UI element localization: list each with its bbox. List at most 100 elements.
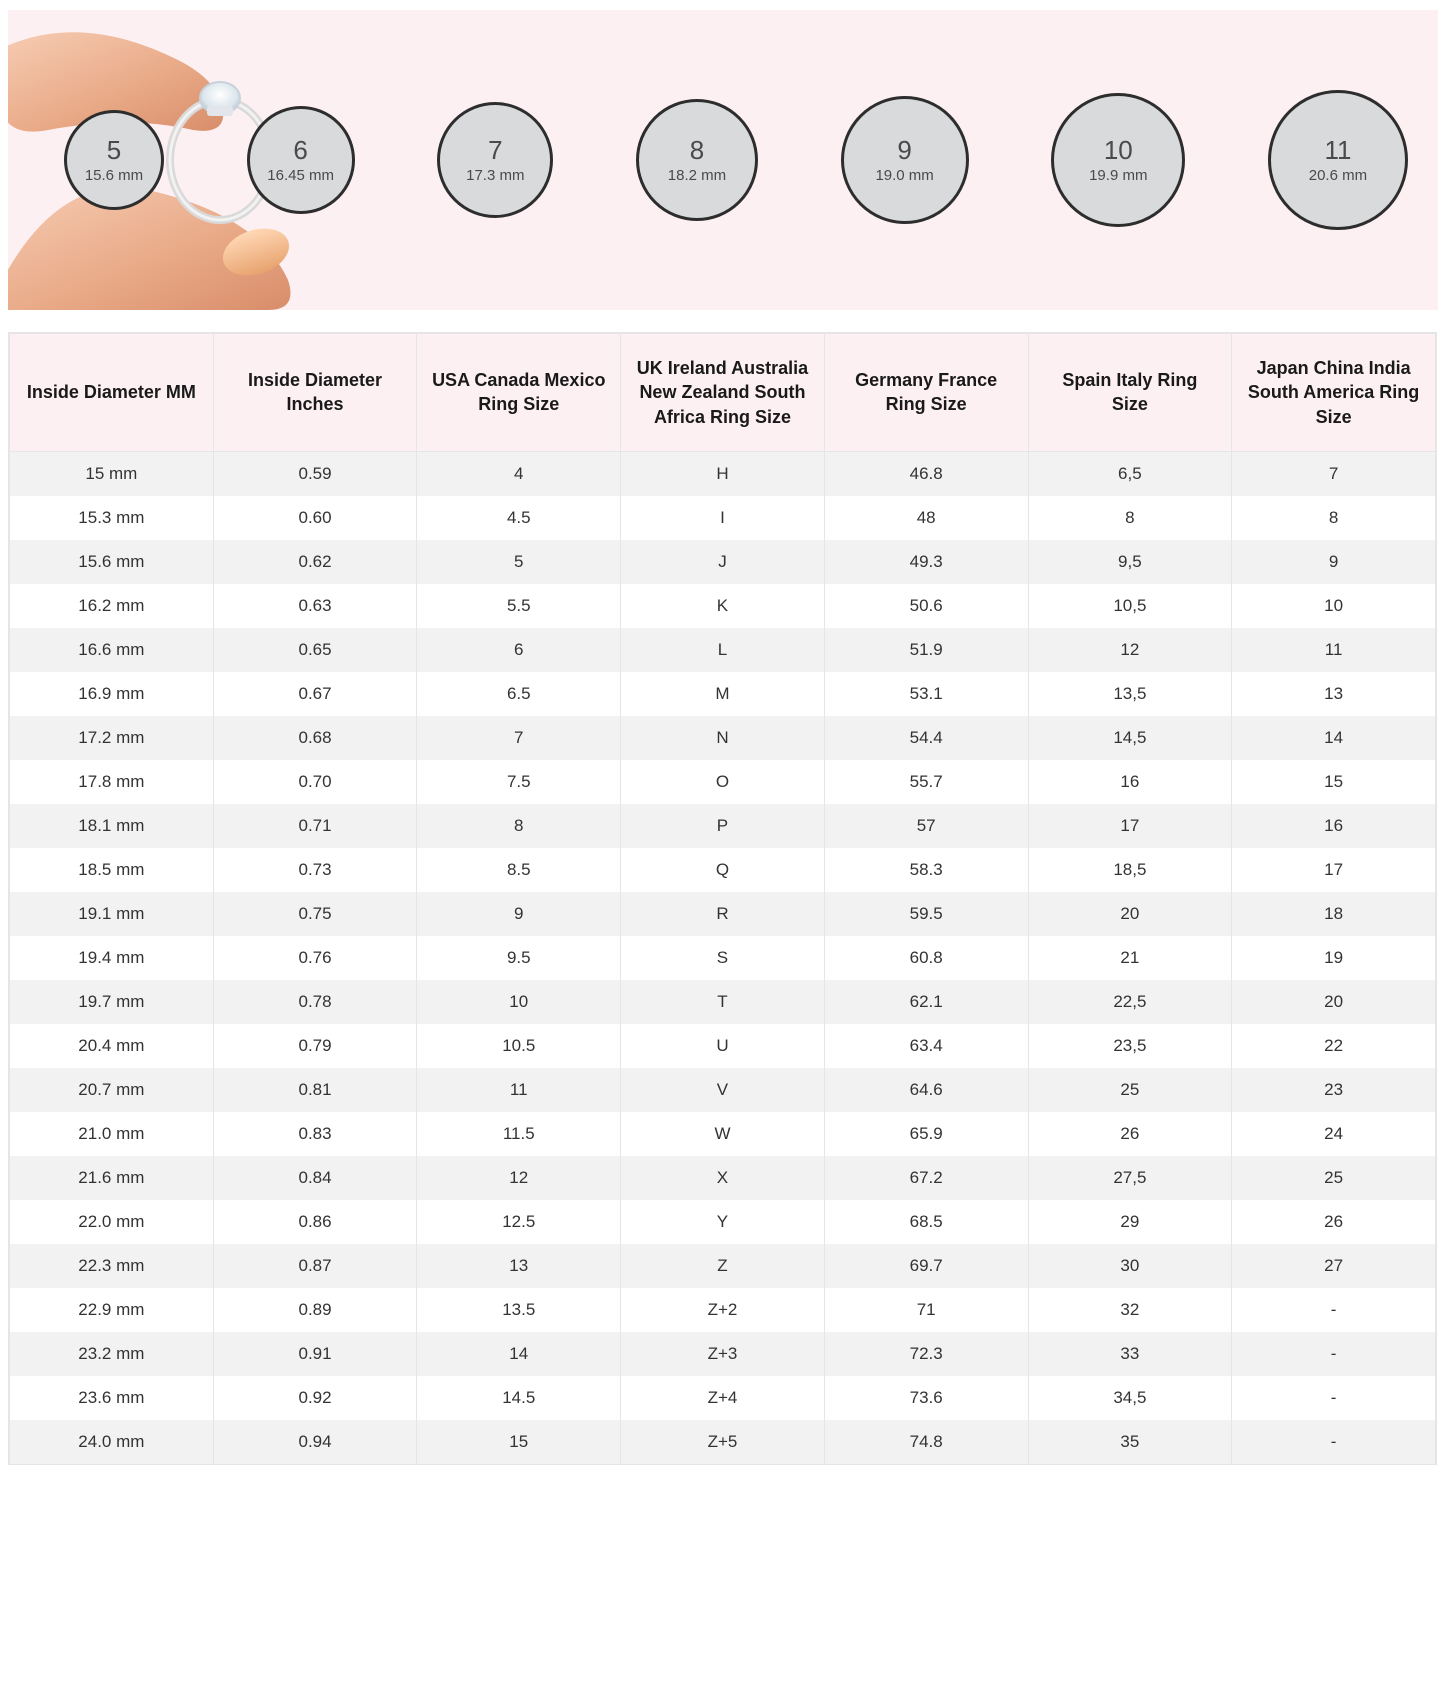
table-row: 23.2 mm0.9114Z+372.333- — [10, 1332, 1436, 1376]
table-cell: L — [621, 628, 825, 672]
size-circle-number: 6 — [293, 137, 307, 163]
size-circle-number: 9 — [897, 137, 911, 163]
table-cell: 23,5 — [1028, 1024, 1232, 1068]
table-cell: 16.2 mm — [10, 584, 214, 628]
table-header-cell: Inside Diameter MM — [10, 334, 214, 452]
table-cell: 10 — [1232, 584, 1436, 628]
table-cell: 27,5 — [1028, 1156, 1232, 1200]
table-cell: 9 — [417, 892, 621, 936]
table-header-row: Inside Diameter MMInside Diameter Inches… — [10, 334, 1436, 452]
table-cell: 71 — [824, 1288, 1028, 1332]
table-cell: 0.71 — [213, 804, 417, 848]
size-circle-5: 515.6 mm — [64, 110, 164, 210]
table-cell: 73.6 — [824, 1376, 1028, 1420]
table-cell: 16.9 mm — [10, 672, 214, 716]
table-row: 20.4 mm0.7910.5U63.423,522 — [10, 1024, 1436, 1068]
table-cell: Z+3 — [621, 1332, 825, 1376]
table-cell: 34,5 — [1028, 1376, 1232, 1420]
table-row: 16.2 mm0.635.5K50.610,510 — [10, 584, 1436, 628]
table-cell: 12.5 — [417, 1200, 621, 1244]
table-cell: 10.5 — [417, 1024, 621, 1068]
table-cell: Z+5 — [621, 1420, 825, 1464]
table-row: 19.7 mm0.7810T62.122,520 — [10, 980, 1436, 1024]
table-cell: 19 — [1232, 936, 1436, 980]
table-cell: 11.5 — [417, 1112, 621, 1156]
table-cell: Z — [621, 1244, 825, 1288]
table-cell: 26 — [1028, 1112, 1232, 1156]
table-cell: 0.76 — [213, 936, 417, 980]
table-cell: 22 — [1232, 1024, 1436, 1068]
table-cell: 55.7 — [824, 760, 1028, 804]
table-cell: 21.0 mm — [10, 1112, 214, 1156]
table-cell: M — [621, 672, 825, 716]
table-header-cell: Spain Italy Ring Size — [1028, 334, 1232, 452]
table-cell: 14.5 — [417, 1376, 621, 1420]
table-cell: 23 — [1232, 1068, 1436, 1112]
table-cell: 0.63 — [213, 584, 417, 628]
table-cell: 10 — [417, 980, 621, 1024]
ring-size-table-container: Inside Diameter MMInside Diameter Inches… — [8, 332, 1437, 1465]
table-cell: 30 — [1028, 1244, 1232, 1288]
table-row: 23.6 mm0.9214.5Z+473.634,5- — [10, 1376, 1436, 1420]
table-cell: 0.84 — [213, 1156, 417, 1200]
table-cell: I — [621, 496, 825, 540]
table-row: 22.9 mm0.8913.5Z+27132- — [10, 1288, 1436, 1332]
table-cell: 0.62 — [213, 540, 417, 584]
table-row: 19.1 mm0.759R59.52018 — [10, 892, 1436, 936]
table-cell: 0.79 — [213, 1024, 417, 1068]
table-cell: 17.2 mm — [10, 716, 214, 760]
table-cell: 35 — [1028, 1420, 1232, 1464]
table-header-cell: USA Canada Mexico Ring Size — [417, 334, 621, 452]
table-cell: - — [1232, 1420, 1436, 1464]
table-cell: 0.94 — [213, 1420, 417, 1464]
table-cell: 0.86 — [213, 1200, 417, 1244]
table-header-cell: UK Ireland Australia New Zealand South A… — [621, 334, 825, 452]
table-cell: 16 — [1232, 804, 1436, 848]
table-cell: - — [1232, 1288, 1436, 1332]
table-cell: Q — [621, 848, 825, 892]
table-cell: 24.0 mm — [10, 1420, 214, 1464]
size-circle-number: 5 — [107, 137, 121, 163]
table-cell: 53.1 — [824, 672, 1028, 716]
table-cell: 17 — [1028, 804, 1232, 848]
table-cell: R — [621, 892, 825, 936]
table-cell: 11 — [1232, 628, 1436, 672]
size-circle-7: 717.3 mm — [437, 102, 553, 218]
table-cell: 8 — [1028, 496, 1232, 540]
table-cell: 22.9 mm — [10, 1288, 214, 1332]
table-cell: 49.3 — [824, 540, 1028, 584]
table-cell: 58.3 — [824, 848, 1028, 892]
table-cell: 17.8 mm — [10, 760, 214, 804]
table-row: 18.5 mm0.738.5Q58.318,517 — [10, 848, 1436, 892]
table-cell: 0.91 — [213, 1332, 417, 1376]
table-cell: S — [621, 936, 825, 980]
table-cell: 0.67 — [213, 672, 417, 716]
table-cell: 23.2 mm — [10, 1332, 214, 1376]
table-cell: 0.73 — [213, 848, 417, 892]
table-cell: 13 — [1232, 672, 1436, 716]
table-cell: 18,5 — [1028, 848, 1232, 892]
table-cell: 54.4 — [824, 716, 1028, 760]
size-circle-number: 8 — [690, 137, 704, 163]
hero-banner: 515.6 mm616.45 mm717.3 mm818.2 mm919.0 m… — [8, 10, 1438, 310]
table-cell: 69.7 — [824, 1244, 1028, 1288]
table-cell: 74.8 — [824, 1420, 1028, 1464]
table-cell: 14 — [417, 1332, 621, 1376]
table-cell: 0.70 — [213, 760, 417, 804]
table-cell: 12 — [417, 1156, 621, 1200]
table-cell: 67.2 — [824, 1156, 1028, 1200]
table-cell: 16 — [1028, 760, 1232, 804]
table-cell: 8 — [417, 804, 621, 848]
table-cell: 18.5 mm — [10, 848, 214, 892]
table-cell: T — [621, 980, 825, 1024]
table-header-cell: Japan China India South America Ring Siz… — [1232, 334, 1436, 452]
table-cell: 50.6 — [824, 584, 1028, 628]
table-cell: 0.59 — [213, 451, 417, 496]
size-circle-mm: 17.3 mm — [466, 167, 524, 184]
table-cell: 6.5 — [417, 672, 621, 716]
table-cell: J — [621, 540, 825, 584]
table-cell: 0.87 — [213, 1244, 417, 1288]
table-cell: 15 — [417, 1420, 621, 1464]
table-cell: W — [621, 1112, 825, 1156]
table-header-cell: Inside Diameter Inches — [213, 334, 417, 452]
